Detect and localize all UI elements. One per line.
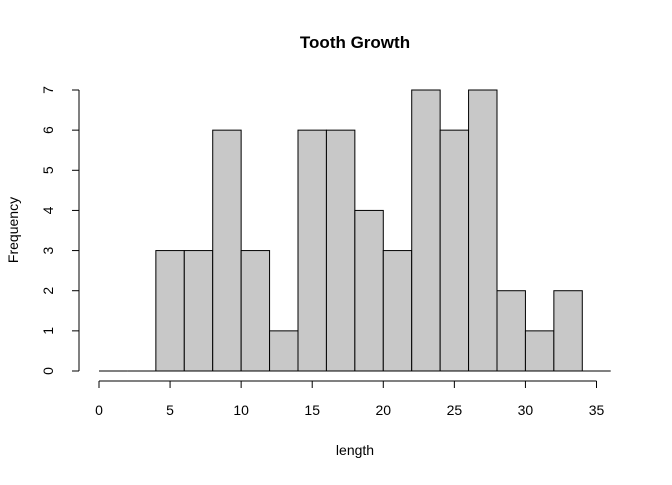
histogram-bar [382,250,413,372]
histogram-bar [411,89,441,372]
histogram-bar [240,250,271,372]
y-tick-label: 0 [40,367,56,375]
histogram-bar [183,250,214,372]
x-tick-label: 15 [304,402,320,418]
histogram-bar [297,129,327,372]
y-axis: 0 1 2 3 4 5 6 7 [40,86,80,375]
y-tick-label: 4 [40,206,56,214]
histogram-bar [325,129,356,372]
x-axis: 0 5 10 15 20 25 30 35 [95,380,605,418]
x-axis-label: length [336,442,374,458]
y-tick-label: 2 [40,287,56,295]
histogram-bar [439,129,470,372]
x-tick-label: 0 [95,402,103,418]
histogram-bar [553,290,583,372]
chart-title: Tooth Growth [300,33,410,52]
histogram-bar [155,250,185,372]
y-axis-label: Frequency [5,197,21,263]
x-tick-label: 5 [166,402,174,418]
histogram-bar [269,330,299,372]
histogram-bar [524,330,555,372]
y-tick-label: 3 [40,246,56,254]
y-tick-label: 6 [40,126,56,134]
y-tick-label: 1 [40,327,56,335]
histogram-bars [99,89,611,372]
histogram-bar [468,89,498,372]
histogram-bar [212,129,242,372]
x-tick-label: 30 [518,402,534,418]
x-tick-label: 25 [447,402,463,418]
x-tick-label: 10 [233,402,249,418]
y-tick-label: 5 [40,166,56,174]
histogram-bar [496,290,526,372]
y-tick-label: 7 [40,86,56,94]
histogram-bar [354,209,384,372]
x-tick-label: 20 [375,402,391,418]
x-tick-label: 35 [589,402,605,418]
